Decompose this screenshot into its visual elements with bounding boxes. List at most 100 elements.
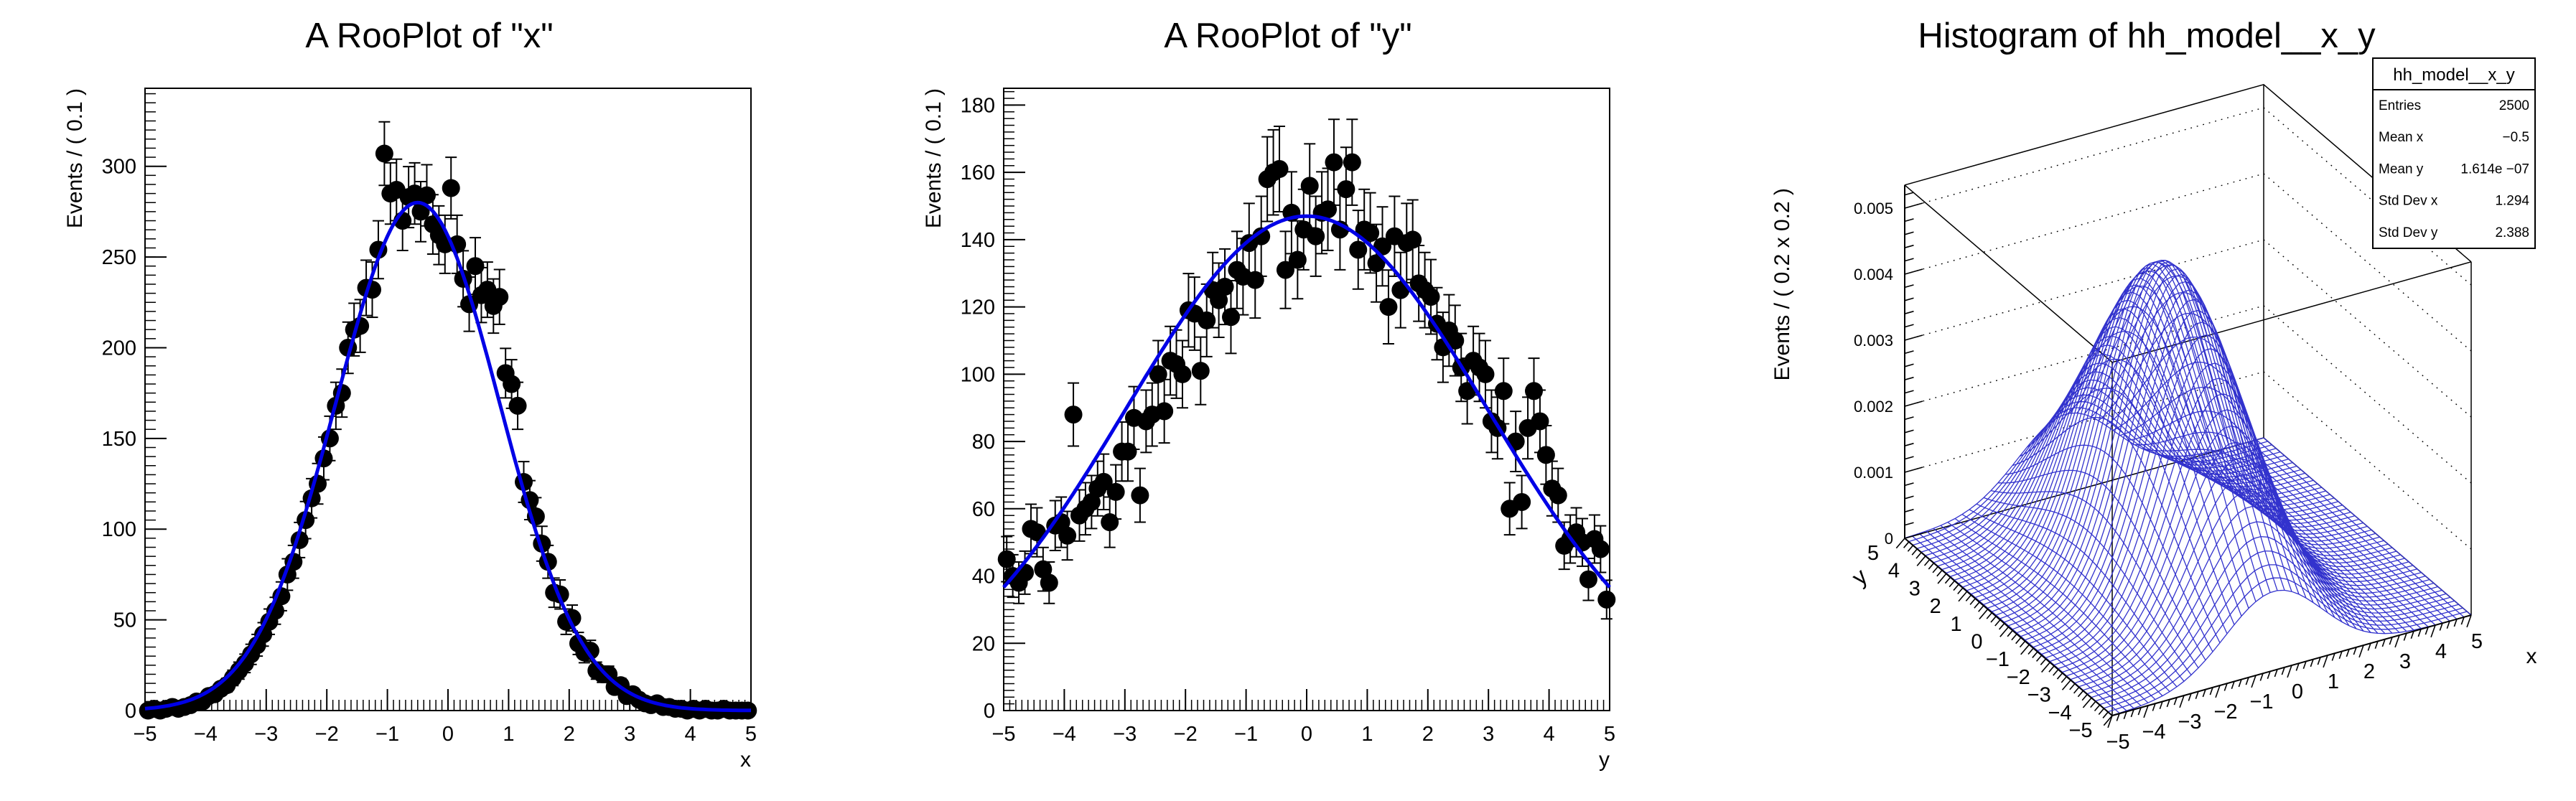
y-tick-label: −5 bbox=[2068, 719, 2092, 742]
y-tick-label: −4 bbox=[2048, 701, 2072, 724]
data-point bbox=[466, 257, 485, 276]
x-tick-label: −4 bbox=[2142, 721, 2165, 744]
x-tick-label: −3 bbox=[2178, 711, 2201, 734]
x-tick-label: 2 bbox=[2363, 660, 2375, 683]
data-point bbox=[1531, 412, 1549, 431]
x-tick-label: −2 bbox=[1174, 723, 1198, 746]
z-tick-label: 0.004 bbox=[1854, 266, 1893, 284]
y-tick-label: 4 bbox=[1888, 560, 1900, 583]
y-tick-label: 20 bbox=[972, 632, 995, 655]
x-tick-label: 3 bbox=[2399, 650, 2411, 673]
y-tick-label: 3 bbox=[1909, 577, 1921, 600]
data-point bbox=[1349, 240, 1368, 259]
y-tick-label: −2 bbox=[2007, 666, 2030, 689]
data-point bbox=[1404, 230, 1422, 249]
data-point bbox=[375, 144, 393, 163]
data-point bbox=[1119, 442, 1137, 461]
stats-box: hh_model__x_y Entries 2500 Mean x −0.5 Mean y… bbox=[2372, 57, 2536, 249]
y-tick-label: 100 bbox=[102, 518, 136, 541]
x-tick-label: −1 bbox=[375, 723, 399, 746]
data-point bbox=[1319, 200, 1338, 219]
data-point bbox=[1131, 486, 1149, 505]
stats-title: hh_model__x_y bbox=[2393, 65, 2514, 85]
x-tick-label: −5 bbox=[991, 723, 1015, 746]
panel1-y-axis-title: Events / ( 0.1 ) bbox=[63, 88, 87, 228]
y-tick-label: 0 bbox=[1971, 631, 1982, 654]
data-point bbox=[503, 375, 521, 393]
x-tick-label: 5 bbox=[1604, 723, 1615, 746]
z-tick-label: 0.003 bbox=[1854, 332, 1893, 350]
data-point bbox=[490, 288, 509, 306]
stats-row-label: Entries bbox=[2379, 98, 2421, 113]
stats-row-label: Std Dev y bbox=[2379, 225, 2438, 240]
data-point bbox=[1155, 402, 1174, 421]
fit-curve bbox=[1002, 214, 1611, 589]
y-tick-label: 50 bbox=[113, 609, 136, 632]
x-tick-label: −1 bbox=[1234, 723, 1258, 746]
data-point bbox=[1446, 331, 1465, 350]
panel2-title: A RooPlot of "y" bbox=[1164, 17, 1411, 55]
data-point bbox=[1591, 540, 1610, 558]
stats-row-value: 1.614e −07 bbox=[2460, 161, 2529, 177]
data-point bbox=[1597, 590, 1616, 609]
data-point bbox=[1367, 254, 1386, 273]
data-point bbox=[1094, 472, 1113, 491]
x-tick-label: 5 bbox=[2471, 630, 2483, 653]
x-tick-label: 5 bbox=[745, 723, 757, 746]
x-tick-label: 0 bbox=[2292, 680, 2303, 703]
x-tick-label: 1 bbox=[503, 723, 514, 746]
y-tick-label: 250 bbox=[102, 246, 136, 269]
x-tick-label: −1 bbox=[2249, 690, 2273, 713]
fit-curve bbox=[144, 200, 751, 713]
data-point bbox=[1210, 291, 1228, 309]
data-point bbox=[1016, 563, 1035, 582]
data-point bbox=[442, 179, 460, 197]
data-point bbox=[1307, 227, 1325, 245]
x-tick-label: −3 bbox=[1113, 723, 1137, 746]
data-point bbox=[417, 186, 436, 205]
data-point bbox=[1422, 288, 1440, 306]
data-point bbox=[1222, 308, 1240, 327]
data-point bbox=[1536, 446, 1555, 464]
data-point bbox=[1173, 365, 1192, 383]
data-point bbox=[1525, 382, 1543, 400]
y-tick-label: −3 bbox=[2027, 684, 2051, 707]
panel2-x-axis-title: y bbox=[1599, 748, 1610, 772]
x-tick-label: −2 bbox=[315, 723, 339, 746]
surface-mesh bbox=[1904, 259, 2472, 716]
error-bars bbox=[142, 121, 754, 711]
x-axis-ticks: −5 −4 −3 −2 −1 0 1 2 3 4 5 bbox=[991, 689, 1615, 746]
y-tick-label: 5 bbox=[1867, 542, 1879, 565]
x-tick-label: 3 bbox=[1483, 723, 1494, 746]
data-point bbox=[1034, 560, 1053, 578]
y-tick-label: 0 bbox=[984, 700, 995, 723]
z-tick-label: 0 bbox=[1885, 530, 1893, 548]
data-point bbox=[1198, 311, 1216, 329]
panel2-y-axis-title: Events / ( 0.1 ) bbox=[922, 88, 946, 228]
y-tick-label: 300 bbox=[102, 156, 136, 179]
z-tick-label: 0.005 bbox=[1854, 200, 1893, 217]
y-tick-label: −1 bbox=[1986, 648, 2010, 671]
data-point bbox=[1494, 382, 1513, 400]
data-point bbox=[1027, 523, 1046, 542]
panel1-x-axis-title: x bbox=[740, 748, 751, 772]
data-point bbox=[1276, 261, 1294, 279]
x-axis-3d: −5 −4 −3 −2 −1 0 1 2 3 4 5 bbox=[2106, 614, 2483, 754]
data-point bbox=[1246, 271, 1264, 289]
data-point bbox=[1149, 365, 1167, 383]
data-point bbox=[1476, 365, 1495, 383]
y-axis-ticks: 0 50 100 150 200 250 300 bbox=[102, 93, 167, 723]
y-tick-label: 1 bbox=[1951, 613, 1962, 636]
data-point bbox=[1191, 362, 1210, 380]
data-point bbox=[1058, 526, 1077, 545]
data-point bbox=[1379, 298, 1398, 317]
data-point bbox=[411, 202, 430, 221]
data-point bbox=[1549, 486, 1567, 505]
data-point bbox=[1270, 159, 1289, 178]
stats-row-value: −0.5 bbox=[2502, 130, 2529, 145]
y-tick-label: 40 bbox=[972, 566, 995, 589]
data-points bbox=[139, 144, 757, 720]
